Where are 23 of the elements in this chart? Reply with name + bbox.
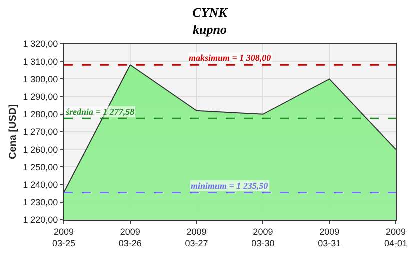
chart-title: CYNK (192, 4, 229, 20)
y-tick-label: 1 280,00 (23, 110, 58, 120)
ref-line-label: średnia = 1 277,58 (65, 107, 136, 117)
y-tick-label: 1 310,00 (23, 56, 58, 67)
ref-line-label: minimum = 1 235,50 (191, 181, 269, 191)
y-tick-label: 1 250,00 (23, 162, 58, 172)
y-tick-label: 1 270,00 (23, 127, 58, 138)
y-axis-title: Cena [USD] (8, 104, 20, 160)
y-tick-label: 1 230,00 (23, 198, 58, 208)
x-tick-label: 2009 03-26 (118, 226, 142, 248)
x-tick-label: 2009 04-01 (384, 226, 408, 248)
y-tick-label: 1 260,00 (23, 144, 58, 155)
x-tick-label: 2009 03-25 (52, 226, 76, 248)
y-tick-label: 1 320,00 (23, 39, 58, 50)
ref-line-label: maksimum = 1 308,00 (189, 53, 272, 63)
y-tick-label: 1 240,00 (23, 180, 58, 190)
x-tick-label: 2009 03-30 (252, 226, 275, 248)
y-tick-label: 1 300,00 (23, 74, 58, 84)
x-tick-label: 2009 03-31 (318, 226, 342, 248)
x-tick-label: 2009 03-27 (185, 226, 208, 248)
y-tick-label: 1 290,00 (23, 92, 58, 102)
y-tick-label: 1 220,00 (23, 215, 58, 226)
chart-subtitle: kupno (193, 22, 228, 37)
